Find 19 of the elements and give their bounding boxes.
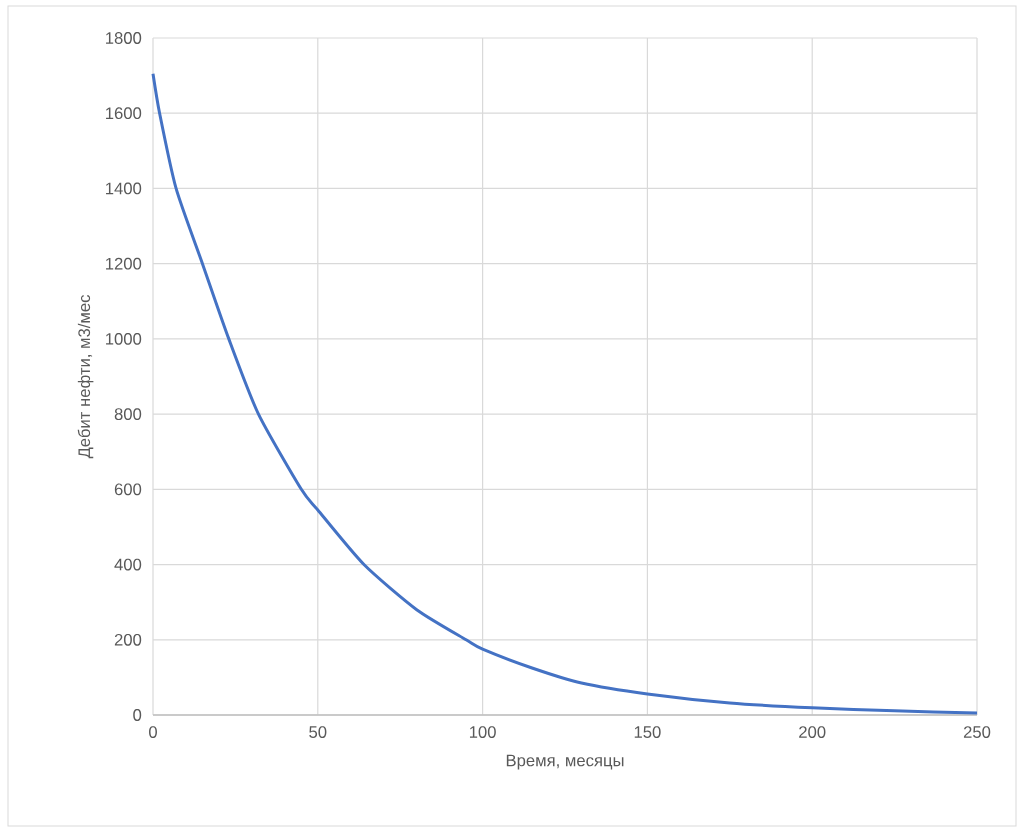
y-tick-label: 1600 [106, 107, 142, 120]
y-tick-label: 200 [114, 633, 142, 646]
x-tick-label: 250 [963, 726, 991, 738]
x-tick-label: 0 [149, 726, 157, 738]
y-tick-label: 1400 [106, 182, 142, 195]
x-axis-title: Время, месяцы [506, 754, 624, 770]
y-tick-label: 600 [114, 483, 142, 496]
y-tick-label: 1000 [106, 333, 142, 345]
y-tick-label: 400 [114, 558, 142, 571]
y-tick-label: 1800 [106, 32, 142, 44]
line-series [151, 72, 979, 715]
y-axis-title: Дебит нефти, м3/мес [77, 294, 94, 459]
y-tick-label: 0 [133, 709, 142, 721]
x-tick-label: 200 [799, 726, 826, 738]
y-tick-label: 1200 [106, 257, 142, 270]
y-tick-label: 800 [114, 408, 142, 421]
x-tick-label: 50 [309, 726, 327, 738]
x-tick-label: 100 [469, 726, 496, 738]
x-tick-label: 150 [634, 726, 661, 738]
